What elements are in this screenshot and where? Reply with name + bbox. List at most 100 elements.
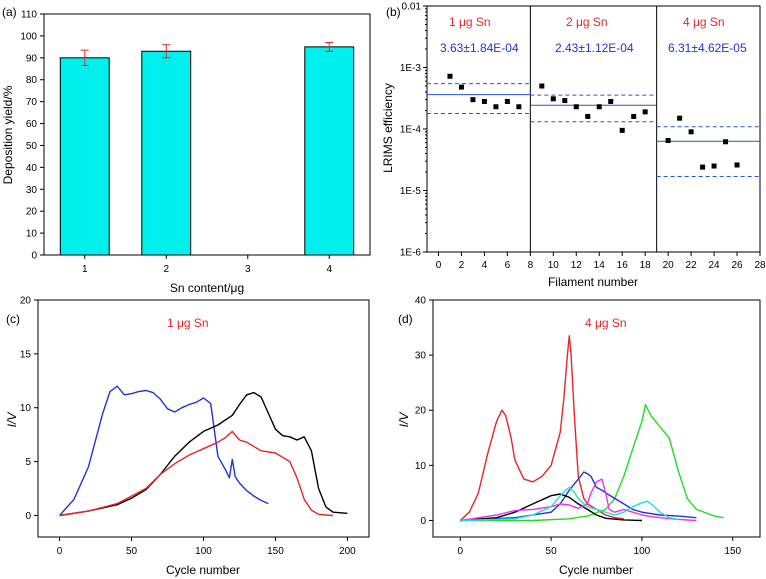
- x-tick-label: 100: [634, 546, 651, 557]
- panel-c-label: (c): [6, 312, 20, 326]
- data-point: [504, 98, 510, 104]
- y-tick-label: 40: [415, 296, 427, 307]
- data-point: [734, 162, 740, 168]
- y-tick-label: 1E-4: [400, 125, 422, 136]
- data-point: [642, 109, 648, 115]
- panel-c-frame: [37, 299, 370, 538]
- series-line-magenta: [460, 478, 697, 522]
- x-tick-label: 24: [709, 260, 721, 271]
- group-2-stat: 2.43±1.12E-04: [555, 41, 634, 55]
- x-tick-label: 2: [459, 260, 465, 271]
- series-line-cyan: [460, 486, 679, 522]
- y-tick-label: 10: [20, 403, 32, 414]
- y-tick-label: 90: [26, 53, 38, 64]
- data-point: [470, 97, 476, 103]
- y-tick-label: 110: [21, 10, 37, 21]
- x-tick-label: 150: [724, 546, 741, 557]
- data-point: [539, 83, 545, 89]
- panel-d: (d) 0 50 100 150 0 10 20 30 40 4 μg Sn Cycle num…: [397, 296, 761, 577]
- y-tick-label: 5: [25, 457, 31, 468]
- group-1-label: 1 μg Sn: [449, 15, 491, 29]
- panel-d-x-label: Cycle number: [559, 563, 633, 577]
- y-tick-label: 100: [20, 31, 37, 42]
- data-point: [608, 98, 614, 104]
- x-tick-label: 28: [754, 260, 766, 271]
- data-point: [573, 104, 579, 110]
- series-line-green: [460, 404, 724, 522]
- panel-a-y-label: Deposition yield/%: [1, 85, 15, 184]
- y-tick-label: 30: [415, 351, 427, 362]
- x-tick-label: 0: [57, 546, 63, 557]
- data-point: [700, 164, 706, 170]
- panel-a-label: (a): [2, 5, 17, 19]
- data-point: [596, 104, 602, 110]
- x-tick-label: 50: [546, 546, 558, 557]
- data-point: [550, 96, 556, 102]
- panel-c: (c) 0 50 100 150 200 0 5 10 15 20 1 μg Sn Cycle n…: [5, 296, 370, 577]
- panel-d-annotation: 4 μg Sn: [585, 316, 627, 330]
- panel-d-label: (d): [398, 312, 413, 326]
- x-tick-label: 4: [326, 264, 332, 275]
- x-tick-label: 22: [686, 260, 698, 271]
- panel-d-frame: [432, 299, 761, 538]
- panel-b: (b) 0 2 4 6 8 10 12 14 16 18 20 22 24 26 281E-61E-51E-…: [381, 2, 766, 290]
- y-tick-label: 80: [26, 75, 38, 86]
- data-point: [665, 138, 671, 144]
- y-tick-label: 1E-5: [400, 186, 422, 197]
- series-line-black: [460, 493, 642, 522]
- y-tick-label: 10: [415, 461, 427, 472]
- data-point: [447, 73, 453, 79]
- x-tick-label: 8: [528, 260, 534, 271]
- bar: [59, 57, 110, 256]
- series-line-red: [459, 335, 624, 522]
- panel-a-frame: [43, 13, 371, 256]
- group-1-stat: 3.63±1.84E-04: [440, 41, 519, 55]
- data-point: [493, 104, 499, 110]
- x-tick-label: 2: [163, 264, 169, 275]
- x-tick-label: 26: [731, 260, 743, 271]
- y-tick-label: 15: [20, 349, 32, 360]
- x-tick-label: 3: [245, 264, 251, 275]
- data-point: [458, 84, 464, 90]
- x-tick-label: 14: [594, 260, 606, 271]
- x-tick-label: 6: [505, 260, 511, 271]
- x-tick-label: 200: [339, 546, 356, 557]
- y-tick-label: 0: [420, 516, 426, 527]
- x-tick-label: 0: [436, 260, 442, 271]
- bar: [304, 46, 355, 256]
- group-3-label: 4 μg Sn: [683, 15, 725, 29]
- group-3-stat: 6.31±4.62E-05: [668, 41, 747, 55]
- data-point: [619, 127, 625, 133]
- data-point: [585, 113, 591, 119]
- panel-d-y-label: I/V: [397, 412, 411, 428]
- bar: [141, 50, 192, 256]
- y-tick-label: 20: [415, 406, 427, 417]
- x-tick-label: 16: [617, 260, 629, 271]
- panel-c-y-label: I/V: [5, 412, 19, 428]
- panel-b-y-label: LRIMS efficiency: [381, 83, 395, 173]
- x-tick-label: 1: [82, 264, 88, 275]
- y-tick-label: 70: [26, 97, 38, 108]
- x-tick-label: 50: [126, 546, 138, 557]
- x-tick-label: 10: [548, 260, 560, 271]
- group-2-label: 2 μg Sn: [566, 15, 608, 29]
- x-tick-label: 12: [571, 260, 583, 271]
- data-point: [688, 129, 694, 135]
- data-point: [562, 98, 568, 104]
- data-point: [677, 115, 683, 121]
- panel-a-x-label: Sn content/μg: [170, 281, 244, 295]
- data-point: [481, 98, 487, 104]
- x-tick-label: 20: [663, 260, 675, 271]
- series-line-red: [59, 430, 334, 517]
- y-tick-label: 1E-3: [400, 63, 422, 74]
- x-tick-label: 100: [195, 546, 212, 557]
- panel-b-label: (b): [386, 5, 401, 19]
- y-tick-label: 40: [26, 163, 38, 174]
- x-tick-label: 150: [267, 546, 284, 557]
- data-point: [723, 139, 729, 145]
- panel-c-annotation: 1 μg Sn: [167, 316, 209, 330]
- y-tick-label: 0: [25, 511, 31, 522]
- y-tick-label: 20: [20, 296, 32, 307]
